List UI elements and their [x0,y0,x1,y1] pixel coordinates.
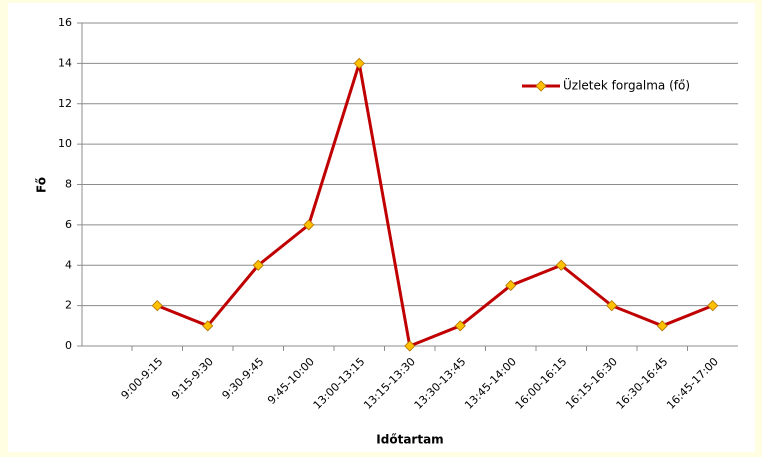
marker [707,300,719,312]
x-axis-label: Időtartam [376,433,443,447]
y-axis-label: Fő [35,177,49,193]
y-tick-label: 10 [58,137,72,150]
series-line [156,61,714,348]
marker [353,57,365,69]
y-tick-label: 16 [58,16,72,29]
marker [404,340,416,352]
marker [656,320,668,332]
marker [151,300,163,312]
marker [303,219,315,231]
y-tick-label: 6 [65,218,72,231]
y-tick-label: 14 [58,56,72,69]
marker [505,279,517,292]
y-tick-label: 0 [65,339,72,352]
y-tick-label: 12 [58,97,72,110]
legend-label: Üzletek forgalma (fő) [563,77,690,93]
y-tick-label: 8 [65,178,72,191]
chart-panel [8,3,755,452]
marker [606,300,618,312]
marker [202,320,214,332]
legend-marker [535,80,547,92]
marker [252,259,264,271]
y-tick-label: 4 [65,258,72,271]
marker [555,259,567,271]
marker [454,320,466,332]
y-tick-label: 2 [65,299,72,312]
